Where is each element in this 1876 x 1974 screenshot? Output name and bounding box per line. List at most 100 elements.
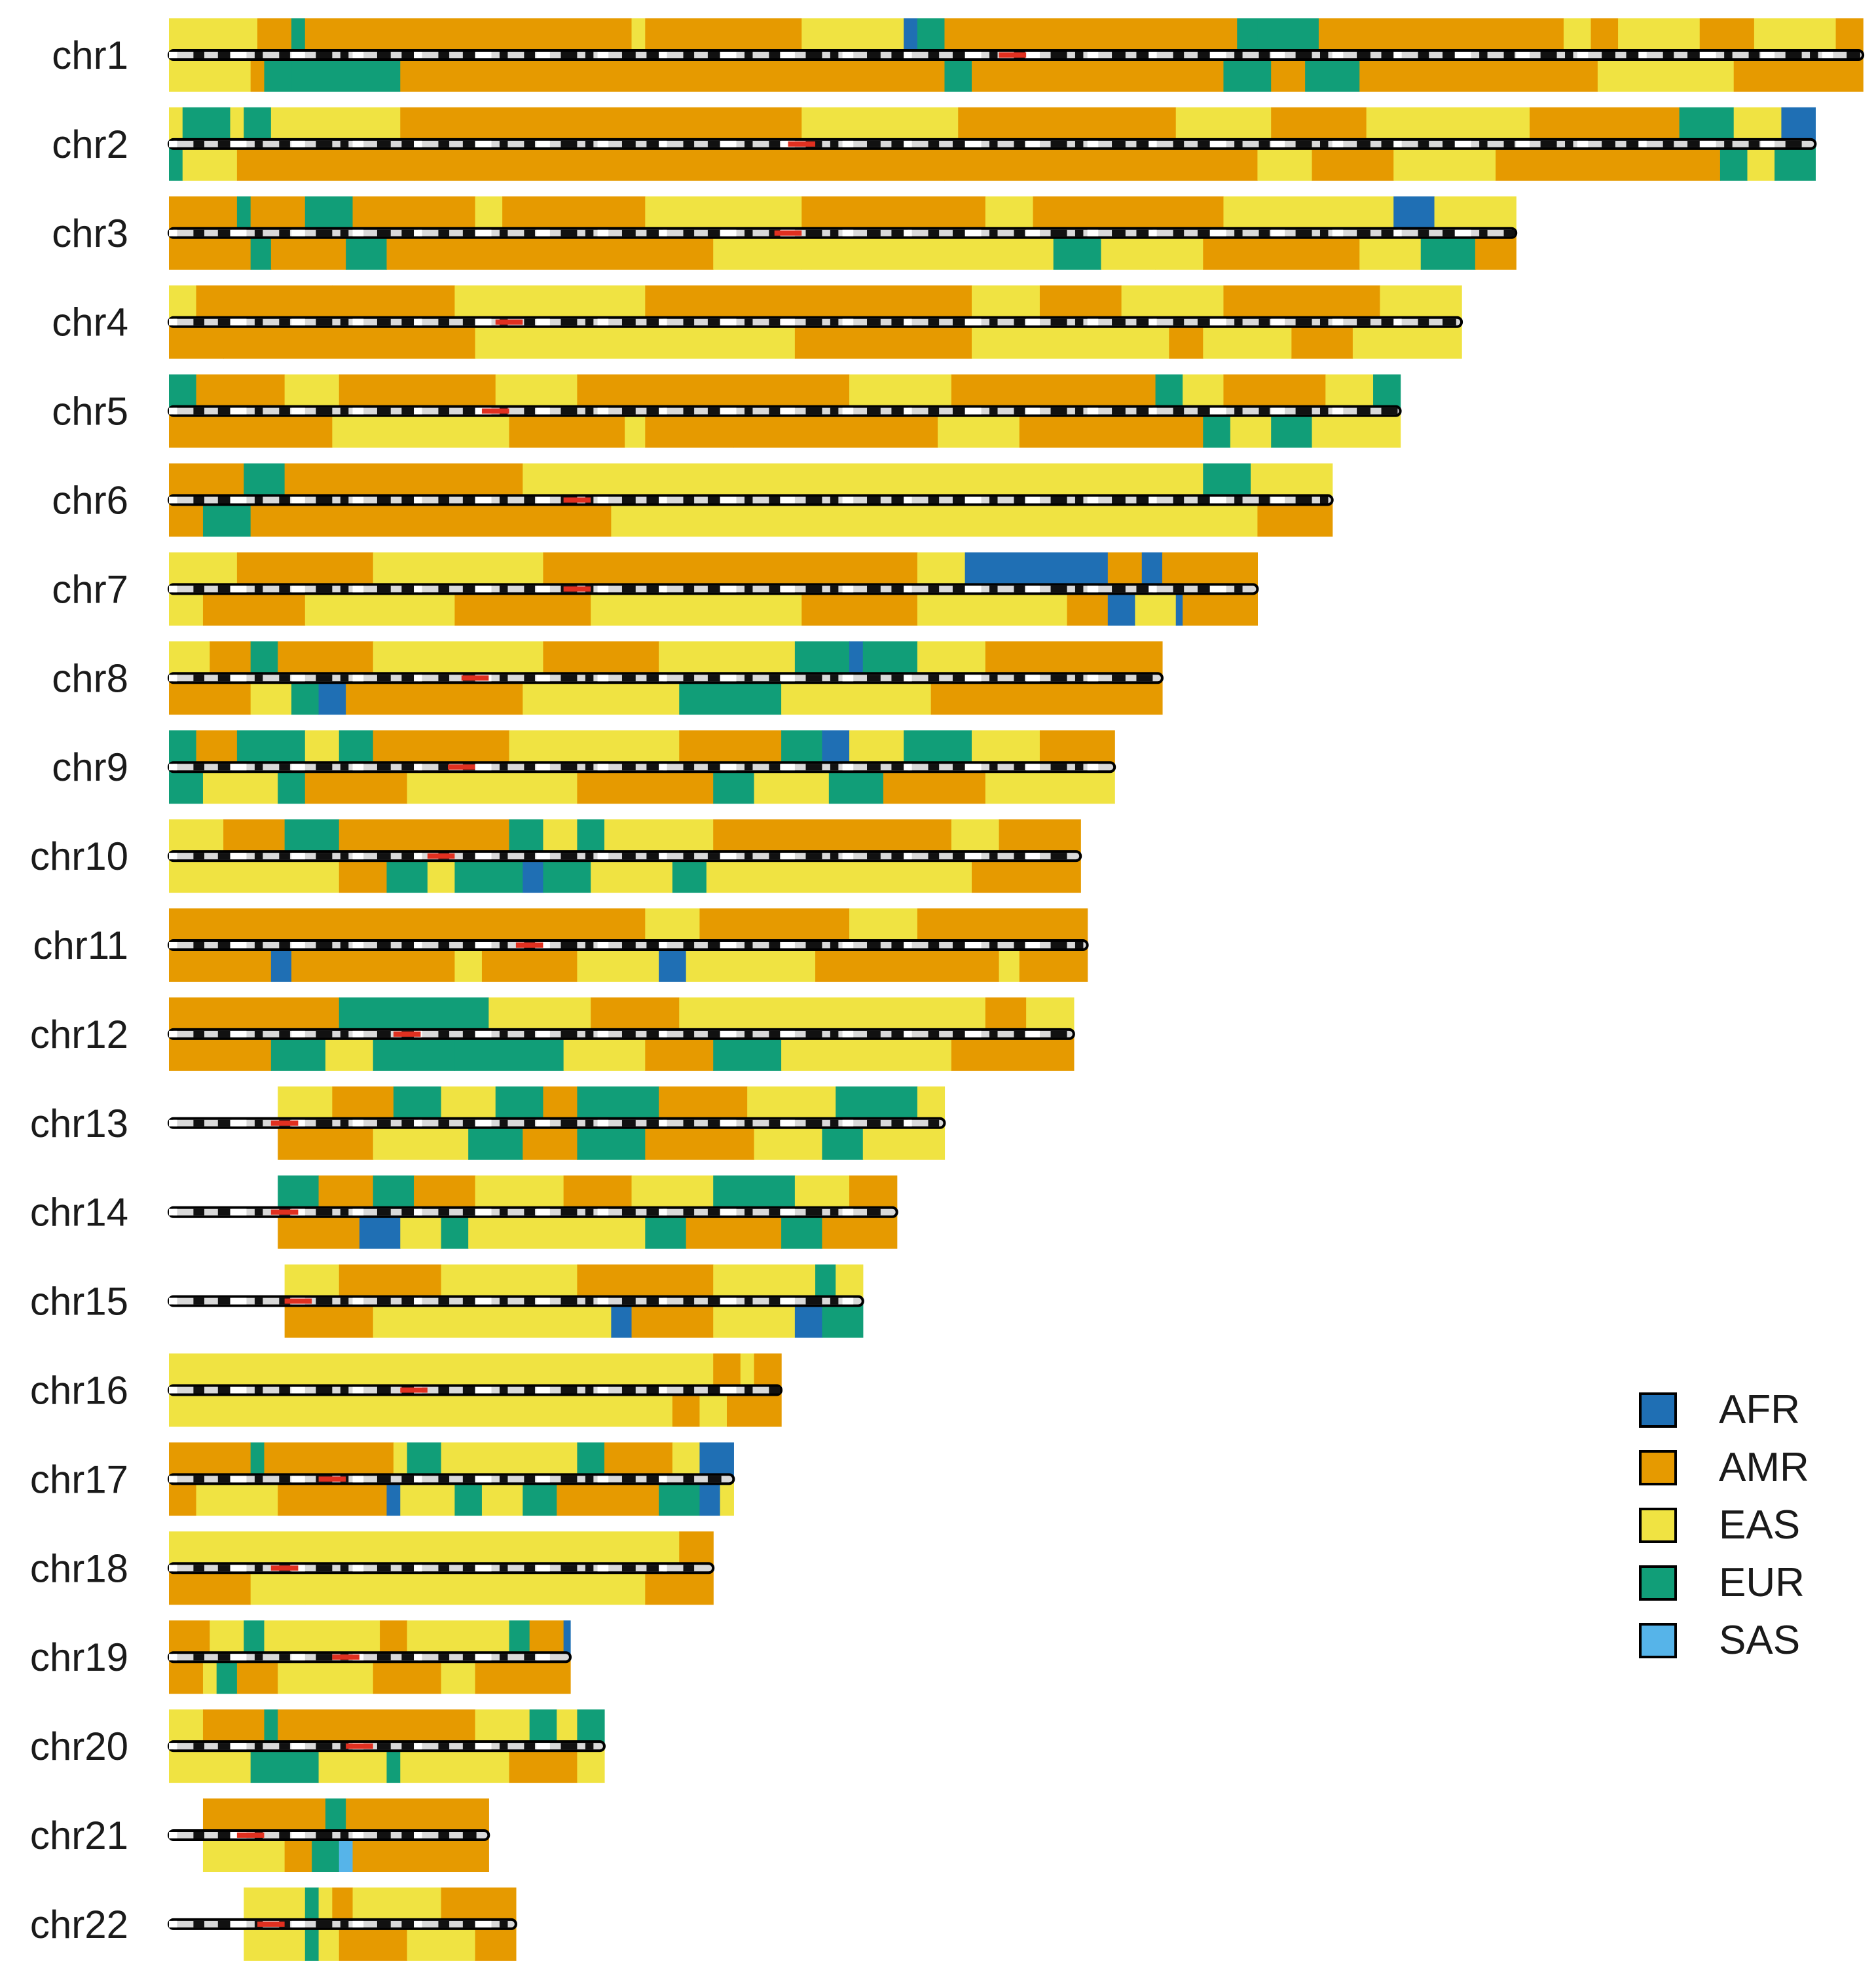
cytoband bbox=[1197, 496, 1211, 504]
cytoband bbox=[340, 675, 349, 682]
cytoband bbox=[193, 52, 205, 58]
haplotype-1-segment-eas bbox=[407, 1620, 510, 1658]
cytoband bbox=[1197, 229, 1211, 236]
cytoband bbox=[904, 52, 912, 58]
cytoband bbox=[230, 52, 247, 58]
cytoband bbox=[377, 1476, 391, 1483]
haplotype-2-segment-eur bbox=[291, 55, 401, 92]
cytoband bbox=[316, 764, 333, 771]
cytoband bbox=[377, 764, 391, 771]
cytoband bbox=[524, 1297, 535, 1305]
cytoband bbox=[475, 1743, 492, 1750]
cytoband bbox=[928, 407, 940, 415]
cytoband bbox=[1319, 229, 1329, 236]
cytoband bbox=[830, 764, 839, 771]
haplotype-2-segment-afr bbox=[699, 1479, 721, 1516]
haplotype-2-segment-eas bbox=[400, 1212, 442, 1249]
cytoband bbox=[475, 1565, 492, 1572]
cytoband bbox=[1197, 407, 1211, 415]
haplotype-2-segment-amr bbox=[577, 767, 714, 804]
cytoband bbox=[1259, 229, 1270, 236]
haplotype-1-segment-amr bbox=[1223, 374, 1326, 411]
cytoband bbox=[781, 496, 795, 504]
haplotype-2-segment-eas bbox=[304, 1568, 646, 1605]
haplotype-2-segment-eur bbox=[216, 1657, 238, 1694]
haplotype-2-segment-eur bbox=[577, 1123, 646, 1160]
cytoband bbox=[193, 1832, 205, 1838]
haplotype-1-segment-eur bbox=[407, 1442, 442, 1480]
cytoband bbox=[891, 496, 908, 504]
haplotype-1-segment-eas bbox=[1618, 18, 1701, 55]
cytoband bbox=[1663, 140, 1674, 147]
haplotype-1-segment-eas bbox=[169, 285, 197, 322]
cytoband bbox=[805, 496, 822, 504]
cytoband bbox=[438, 942, 450, 948]
haplotype-1-segment-afr bbox=[1781, 107, 1816, 144]
cytoband bbox=[720, 1030, 737, 1037]
cytoband bbox=[659, 1119, 667, 1127]
cytoband bbox=[1271, 52, 1285, 58]
cytoband bbox=[499, 229, 508, 236]
cytoband bbox=[659, 496, 667, 504]
haplotype-2-segment-eur bbox=[441, 1212, 469, 1249]
cytoband bbox=[744, 586, 753, 593]
cytoband bbox=[524, 52, 535, 58]
cytoband bbox=[1271, 318, 1285, 326]
cytoband bbox=[169, 1565, 177, 1572]
cytoband bbox=[891, 675, 908, 682]
cytoband bbox=[842, 140, 854, 147]
cytoband bbox=[585, 1119, 594, 1127]
cytoband bbox=[585, 1208, 594, 1216]
cytoband bbox=[1626, 140, 1643, 147]
cytoband bbox=[1565, 52, 1573, 58]
cytoband bbox=[867, 407, 881, 415]
cytoband bbox=[340, 140, 349, 147]
cytoband bbox=[781, 942, 795, 948]
cytoband bbox=[561, 1119, 578, 1127]
cytoband bbox=[352, 1208, 364, 1216]
cytoband bbox=[462, 1030, 477, 1037]
cytoband bbox=[646, 853, 663, 860]
cytoband bbox=[1112, 586, 1126, 593]
cytoband bbox=[1418, 229, 1429, 236]
cytoband bbox=[279, 52, 290, 58]
cytoband bbox=[842, 586, 854, 593]
cytoband bbox=[352, 853, 364, 860]
cytoband bbox=[462, 1832, 477, 1838]
haplotype-1-segment-afr bbox=[1141, 552, 1163, 589]
cytoband bbox=[1418, 318, 1429, 326]
cytoband bbox=[744, 140, 753, 147]
cytoband bbox=[1295, 318, 1312, 326]
haplotype-1-segment-amr bbox=[169, 908, 578, 945]
cytoband bbox=[169, 407, 177, 415]
cytoband bbox=[1516, 52, 1530, 58]
chromosome-chr6: chr6 bbox=[52, 463, 1334, 537]
cytoband bbox=[1014, 675, 1025, 682]
haplotype-2-segment-afr bbox=[270, 945, 292, 982]
cytoband bbox=[830, 1030, 839, 1037]
haplotype-1-segment-amr bbox=[659, 107, 802, 144]
cytoband bbox=[438, 52, 450, 58]
cytoband bbox=[475, 496, 492, 504]
chromosome-chr20: chr20 bbox=[30, 1709, 606, 1783]
cytoband bbox=[781, 52, 795, 58]
cytoband bbox=[659, 586, 667, 593]
cytoband bbox=[352, 496, 364, 504]
cytoband bbox=[291, 1743, 305, 1750]
cytoband bbox=[621, 675, 636, 682]
haplotype-2-segment-eur bbox=[264, 55, 292, 92]
cytoband bbox=[1197, 318, 1211, 326]
cytoband bbox=[1443, 140, 1456, 147]
haplotype-2-segment-amr bbox=[169, 233, 251, 270]
cytoband bbox=[1075, 229, 1084, 236]
centromere bbox=[346, 1743, 373, 1749]
cytoband bbox=[377, 1119, 391, 1127]
haplotype-2-segment-eur bbox=[713, 767, 755, 804]
cytoband bbox=[867, 1208, 881, 1216]
haplotype-1-segment-amr bbox=[1039, 730, 1115, 768]
cytoband bbox=[965, 853, 982, 860]
cytoband bbox=[659, 407, 667, 415]
cytoband bbox=[193, 1387, 205, 1394]
cytoband bbox=[1087, 496, 1099, 504]
cytoband bbox=[683, 853, 695, 860]
